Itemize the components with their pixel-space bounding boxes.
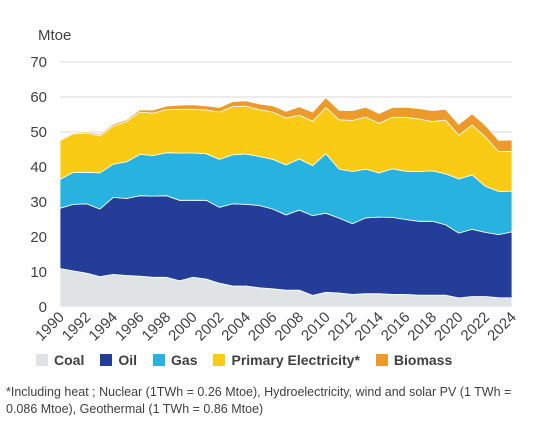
legend-label-primary-electricity: Primary Electricity* bbox=[231, 352, 360, 368]
x-tick-label: 2014 bbox=[351, 309, 387, 345]
x-axis-ticks: 1990199219941996199820002002200420062008… bbox=[32, 309, 520, 345]
legend-label-oil: Oil bbox=[118, 352, 138, 368]
x-tick-label: 2022 bbox=[458, 309, 494, 345]
x-tick-label: 2006 bbox=[245, 309, 281, 345]
x-tick-label: 2020 bbox=[431, 309, 467, 345]
x-tick-label: 1990 bbox=[32, 309, 68, 345]
area-series-group bbox=[59, 97, 513, 308]
y-tick-label: 40 bbox=[30, 159, 47, 176]
x-tick-label: 2008 bbox=[272, 309, 308, 345]
legend-item-coal: Coal bbox=[36, 352, 84, 368]
legend-item-gas: Gas bbox=[153, 352, 197, 368]
x-tick-label: 1998 bbox=[139, 309, 175, 345]
x-tick-label: 1994 bbox=[85, 309, 121, 345]
x-tick-label: 2002 bbox=[192, 309, 228, 345]
x-tick-label: 1996 bbox=[112, 309, 148, 345]
legend-label-coal: Coal bbox=[54, 352, 85, 368]
legend-swatch-oil bbox=[100, 354, 113, 366]
x-tick-label: 2024 bbox=[484, 309, 520, 345]
footnote: *Including heat ; Nuclear (1TWh = 0.26 M… bbox=[6, 385, 512, 416]
legend-item-oil: Oil bbox=[100, 352, 137, 368]
y-axis-ticks: 0 10 20 30 40 50 60 70 bbox=[30, 54, 47, 316]
x-tick-label: 1992 bbox=[59, 309, 95, 345]
legend-swatch-gas bbox=[153, 354, 166, 366]
legend-swatch-coal bbox=[36, 354, 48, 366]
legend-item-biomass: Biomass bbox=[375, 352, 453, 368]
x-tick-label: 2018 bbox=[404, 309, 440, 345]
stacked-area-chart: Mtoe 0 10 20 30 40 50 60 70 1990199219941996199… bbox=[30, 27, 520, 345]
y-tick-label: 70 bbox=[30, 54, 47, 71]
legend-item-primary-electricity: Primary Electricity* bbox=[213, 352, 360, 368]
y-tick-label: 60 bbox=[30, 89, 47, 106]
y-tick-label: 0 bbox=[39, 299, 47, 316]
legend-swatch-primary-electricity bbox=[213, 354, 226, 366]
legend: Coal Oil Gas Primary Electricity* Biomas… bbox=[36, 352, 468, 368]
x-tick-label: 2016 bbox=[378, 309, 414, 345]
y-tick-label: 20 bbox=[30, 229, 47, 246]
x-tick-label: 2010 bbox=[298, 309, 334, 345]
y-axis-unit-label: Mtoe bbox=[38, 27, 71, 44]
x-tick-label: 2000 bbox=[165, 309, 201, 345]
y-tick-label: 30 bbox=[30, 194, 47, 211]
legend-swatch-biomass bbox=[375, 354, 388, 366]
x-tick-label: 2012 bbox=[325, 309, 361, 345]
x-tick-label: 2004 bbox=[218, 309, 254, 345]
y-tick-label: 10 bbox=[30, 264, 47, 281]
legend-label-biomass: Biomass bbox=[393, 352, 453, 368]
y-tick-label: 50 bbox=[30, 124, 47, 141]
area-biomass bbox=[59, 97, 513, 153]
legend-label-gas: Gas bbox=[171, 352, 198, 368]
